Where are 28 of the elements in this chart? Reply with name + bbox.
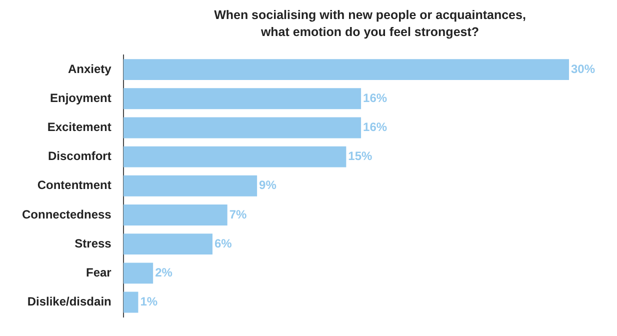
y-tick-label: Contentment bbox=[37, 178, 112, 192]
y-tick-label: Connectedness bbox=[22, 207, 112, 222]
y-tick-label: Enjoyment bbox=[50, 90, 112, 105]
bar bbox=[123, 117, 362, 138]
bar bbox=[123, 234, 212, 255]
data-label: 15% bbox=[348, 149, 373, 164]
bar bbox=[123, 204, 228, 226]
y-tick-label: Excitement bbox=[47, 120, 112, 134]
y-tick-label: Discomfort bbox=[48, 149, 112, 164]
chart-title: When socialising with new people or acquaintances, what emotion do you feel strongest? bbox=[213, 7, 527, 41]
data-label: 2% bbox=[155, 265, 173, 280]
y-tick-label: Anxiety bbox=[68, 62, 112, 76]
data-label: 30% bbox=[571, 62, 596, 76]
data-label: 7% bbox=[229, 207, 248, 222]
data-label: 6% bbox=[214, 236, 232, 250]
data-label: 9% bbox=[259, 178, 277, 192]
data-label: 16% bbox=[363, 90, 388, 105]
bar bbox=[123, 59, 569, 80]
y-tick-label: Fear bbox=[86, 265, 112, 280]
data-label: 1% bbox=[140, 294, 158, 309]
data-label: 16% bbox=[363, 120, 388, 134]
bar bbox=[123, 88, 362, 110]
y-tick-label: Dislike/disdain bbox=[27, 294, 112, 309]
bar bbox=[123, 146, 346, 168]
bar bbox=[123, 292, 138, 313]
bar bbox=[123, 262, 154, 284]
y-tick-label: Stress bbox=[74, 236, 112, 250]
bar bbox=[123, 175, 258, 196]
